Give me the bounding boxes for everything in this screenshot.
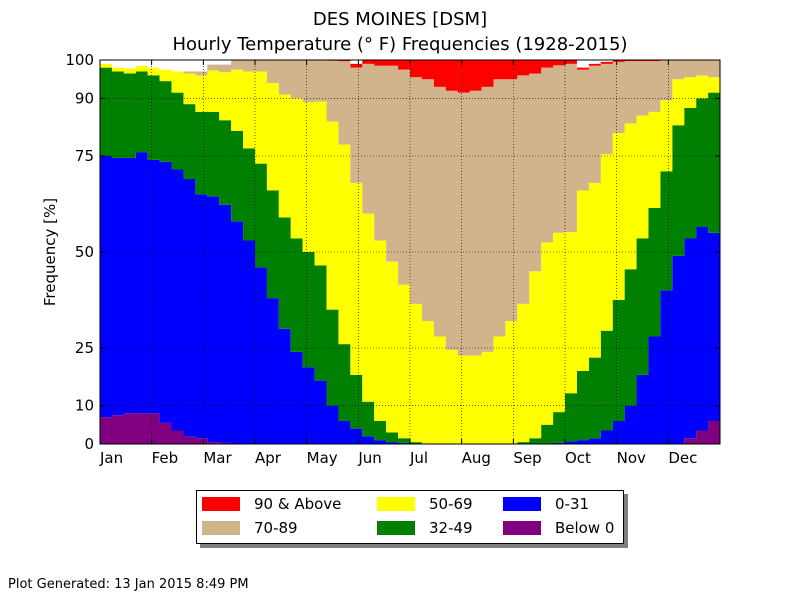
y-tick-label: 10 [75, 397, 94, 415]
legend-swatch [377, 497, 415, 511]
x-tick-label-nov: Nov [617, 449, 646, 467]
legend-swatch [202, 497, 240, 511]
x-tick-label-apr: Apr [255, 449, 282, 467]
plot-generated-note: Plot Generated: 13 Jan 2015 8:49 PM [8, 577, 249, 592]
x-tick-label-sep: Sep [513, 449, 541, 467]
legend: 90 & Above 50-69 0-31 70-89 32-49 Below 0 [196, 490, 624, 544]
legend-label: 50-69 [429, 495, 473, 513]
x-axis: Jan Feb Mar Apr May Jun Jul Aug Sep Oct Nov Dec [99, 60, 697, 467]
y-tick-label: 75 [75, 147, 94, 165]
legend-swatch [503, 521, 541, 535]
series-band-1 [100, 152, 720, 444]
x-tick-label-jun: Jun [357, 449, 381, 467]
legend-label: 90 & Above [254, 495, 342, 513]
chart-title: DES MOINES [DSM] [312, 9, 488, 30]
series-band-5 [100, 60, 720, 93]
x-tick-label-may: May [307, 449, 338, 467]
chart-subtitle: Hourly Temperature (° F) Frequencies (19… [172, 34, 628, 55]
legend-label: 0-31 [555, 495, 590, 513]
y-axis-label: Frequency [%] [41, 198, 59, 306]
y-tick-label: 50 [75, 243, 94, 261]
x-tick-label-dec: Dec [668, 449, 697, 467]
y-axis: 0 10 25 50 75 90 100 [65, 51, 720, 453]
y-tick-label: 100 [65, 51, 94, 69]
x-tick-label-oct: Oct [565, 449, 591, 467]
series-band-0 [100, 413, 720, 444]
legend-swatch [202, 521, 240, 535]
legend-label: 32-49 [429, 519, 473, 537]
y-tick-label: 25 [75, 339, 94, 357]
x-tick-label-feb: Feb [152, 449, 179, 467]
x-tick-label-aug: Aug [462, 449, 491, 467]
legend-label: 70-89 [254, 519, 298, 537]
x-tick-label-jan: Jan [99, 449, 123, 467]
y-tick-label: 90 [75, 89, 94, 107]
legend-swatch [377, 521, 415, 535]
legend-label: Below 0 [555, 519, 615, 537]
legend-swatch [503, 497, 541, 511]
grid-lines [100, 60, 720, 444]
y-tick-label: 0 [84, 435, 94, 453]
x-tick-label-mar: Mar [203, 449, 232, 467]
x-tick-label-jul: Jul [409, 449, 428, 467]
